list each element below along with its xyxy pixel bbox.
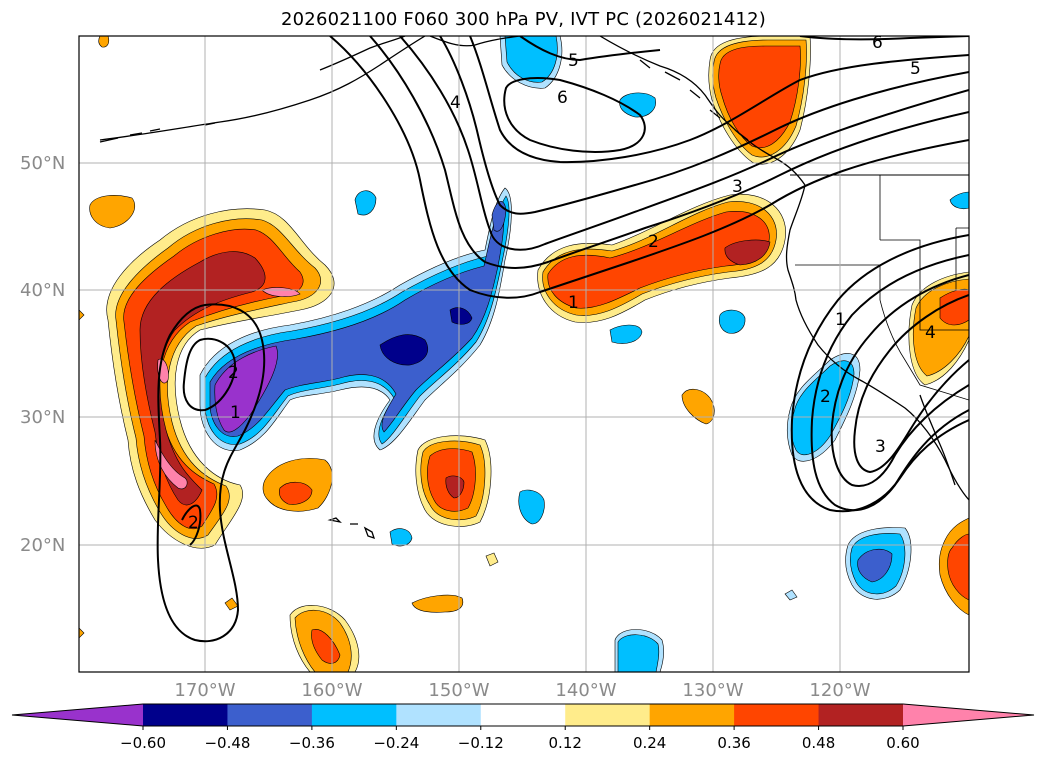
- contour-label: 5: [568, 51, 579, 71]
- map-title: 2026021100 F060 300 hPa PV, IVT PC (2026…: [280, 9, 767, 30]
- colorbar-tick-label: −0.24: [373, 734, 419, 752]
- map-panel: 1 2 3 4 5 6 1 2 3 1 2 4 6 5 2: [79, 33, 969, 672]
- contour-label: 4: [450, 93, 461, 113]
- contour-label: 4: [925, 323, 936, 343]
- lat-label: 40°N: [20, 280, 65, 301]
- lon-label: 170°W: [174, 680, 235, 701]
- contour-label: 3: [875, 437, 886, 457]
- latitude-labels: 50°N 40°N 30°N 20°N: [20, 153, 65, 556]
- lon-label: 160°W: [301, 680, 362, 701]
- lat-label: 30°N: [20, 407, 65, 428]
- colorbar: −0.60 −0.48 −0.36 −0.24 −0.12 0.12 0.24 0.36 0.4…: [11, 703, 1035, 752]
- positive-anomaly-fill: [79, 36, 969, 672]
- colorbar-tick-label: 0.24: [633, 734, 666, 752]
- contour-label: 6: [872, 33, 883, 53]
- pv-contours: [156, 36, 969, 643]
- colorbar-tick-label: 0.60: [886, 734, 919, 752]
- contour-label: 1: [230, 403, 241, 423]
- colorbar-extend-high: [903, 704, 1034, 726]
- colorbar-tick-label: 0.36: [717, 734, 750, 752]
- contour-label: 1: [835, 310, 846, 330]
- colorbar-swatch: [311, 704, 397, 726]
- contour-label: 2: [820, 387, 831, 407]
- contour-label: 2: [228, 363, 239, 383]
- colorbar-swatch: [649, 704, 735, 726]
- lon-label: 120°W: [809, 680, 870, 701]
- lon-label: 150°W: [428, 680, 489, 701]
- lat-label: 50°N: [20, 153, 65, 174]
- contour-labels: 1 2 3 4 5 6 1 2 3 1 2 4 6 5 2: [188, 33, 936, 533]
- colorbar-extend-low: [12, 704, 143, 726]
- contour-label: 6: [557, 88, 568, 108]
- contour-label: 3: [732, 177, 743, 197]
- contour-label: 2: [648, 232, 659, 252]
- colorbar-tick-label: −0.60: [120, 734, 166, 752]
- colorbar-tick-label: −0.48: [204, 734, 250, 752]
- colorbar-swatch: [143, 704, 228, 726]
- colorbar-swatch: [227, 704, 313, 726]
- colorbar-tick-label: 0.48: [802, 734, 835, 752]
- contour-label: 1: [568, 293, 579, 313]
- colorbar-tick-label: −0.12: [458, 734, 504, 752]
- gridlines: [79, 36, 969, 672]
- lon-label: 140°W: [555, 680, 616, 701]
- lon-label: 130°W: [682, 680, 743, 701]
- contour-label: 2: [188, 513, 199, 533]
- colorbar-tick-label: 0.12: [549, 734, 582, 752]
- colorbar-swatch: [565, 704, 651, 726]
- colorbar-swatch: [480, 704, 566, 726]
- negative-anomaly-fill: [199, 36, 969, 672]
- longitude-labels: 170°W 160°W 150°W 140°W 130°W 120°W: [174, 680, 870, 701]
- lat-label: 20°N: [20, 535, 65, 556]
- colorbar-swatch: [734, 704, 820, 726]
- colorbar-swatch: [818, 704, 904, 726]
- map-frame: [78, 35, 970, 673]
- colorbar-tick-label: −0.36: [289, 734, 335, 752]
- colorbar-swatch: [396, 704, 482, 726]
- contour-label: 5: [910, 59, 921, 79]
